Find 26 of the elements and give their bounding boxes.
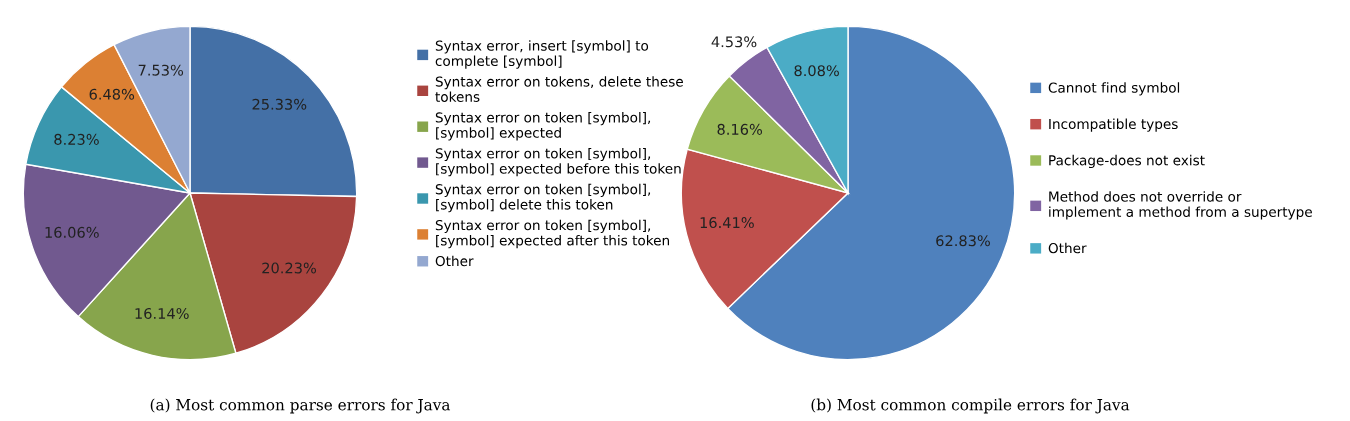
data-label: 7.53%: [138, 64, 184, 76]
data-label: 20.23%: [262, 262, 317, 274]
legend-label: Incompatible types: [1049, 118, 1178, 132]
legend-label: Syntax error on token [symbol], [symbol] expected before this token: [435, 147, 681, 177]
data-label: 16.06%: [45, 226, 99, 238]
data-label: 8.08%: [794, 65, 839, 77]
data-label: 62.83%: [936, 235, 990, 247]
legend-label: Cannot find symbol: [1048, 82, 1180, 96]
text: (b) Most common compile errors for Java: [811, 398, 1130, 414]
data-label: 6.48%: [89, 88, 135, 100]
data-label: 8.23%: [54, 133, 99, 145]
data-label: 16.41%: [700, 217, 754, 229]
legend-label: Other: [1048, 242, 1087, 254]
legend-label: Syntax error on token [symbol], [symbol] expected: [435, 112, 651, 141]
legend-label: Package-does not exist: [1049, 154, 1205, 169]
legend-label: Syntax error on token [symbol], [symbol] delete this token: [435, 183, 651, 213]
legend-label: Syntax error, insert [symbol] to complete [symbol]: [435, 40, 649, 69]
data-label: 4.53%: [711, 36, 757, 48]
legend-label: Syntax error on token [symbol], [symbol] expected after this token: [435, 219, 669, 249]
data-label: 16.14%: [135, 307, 189, 319]
legend-label: Syntax error on tokens, delete these tokens: [435, 76, 683, 102]
data-label: 25.33%: [252, 98, 307, 110]
data-label: 8.16%: [717, 123, 763, 135]
text: (a) Most common parse errors for Java: [150, 398, 451, 414]
legend-label: Other: [435, 255, 474, 267]
legend-label: Method does not override or implement a method from a supertype: [1049, 191, 1312, 220]
